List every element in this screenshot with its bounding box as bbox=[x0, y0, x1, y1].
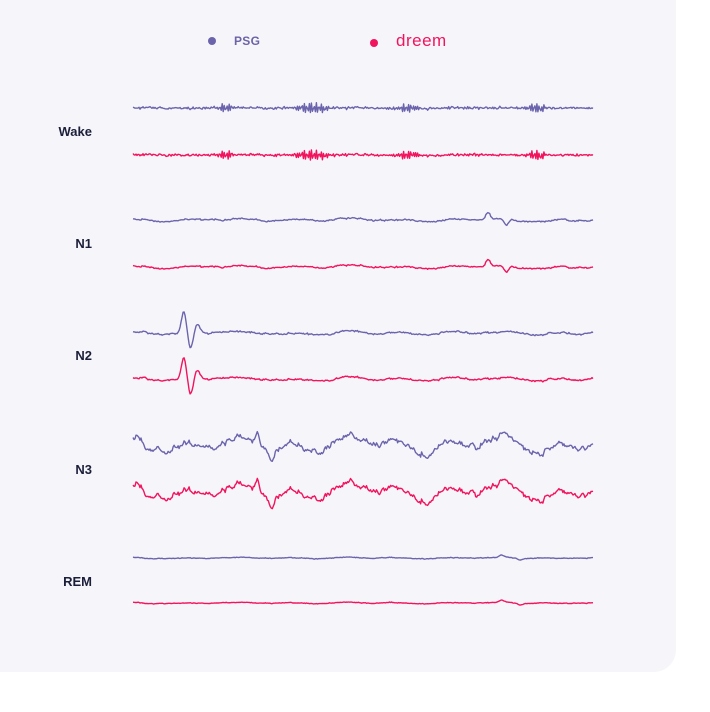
trace-wake-psg bbox=[132, 102, 594, 114]
legend-item-psg: PSG bbox=[208, 34, 260, 48]
trace-n3-psg bbox=[132, 430, 594, 462]
legend-dot-dreem bbox=[370, 38, 378, 47]
stage-label-wake: Wake bbox=[58, 124, 92, 139]
trace-n3-dreem bbox=[132, 477, 594, 510]
trace-rem-psg bbox=[132, 554, 593, 561]
legend-dot-psg bbox=[208, 37, 216, 45]
legend-label-dreem: dreem bbox=[396, 31, 447, 50]
eeg-traces bbox=[132, 102, 594, 606]
legend-label-psg: PSG bbox=[234, 34, 261, 48]
stage-label-n1: N1 bbox=[75, 236, 92, 251]
stage-label-n3: N3 bbox=[75, 462, 92, 477]
stage-label-n2: N2 bbox=[75, 348, 92, 363]
trace-rem-dreem bbox=[132, 599, 594, 606]
stage-label-rem: REM bbox=[63, 574, 92, 589]
trace-n1-psg bbox=[132, 211, 594, 227]
chart-card: PSG dreem Wake N1 N2 N3 REM bbox=[0, 31, 676, 606]
legend: PSG dreem bbox=[0, 31, 676, 58]
trace-n1-dreem bbox=[132, 258, 594, 273]
trace-n2-dreem bbox=[132, 357, 594, 395]
trace-wake-dreem bbox=[132, 149, 594, 161]
legend-item-dreem: dreem bbox=[370, 31, 447, 51]
trace-n2-psg bbox=[132, 311, 594, 349]
